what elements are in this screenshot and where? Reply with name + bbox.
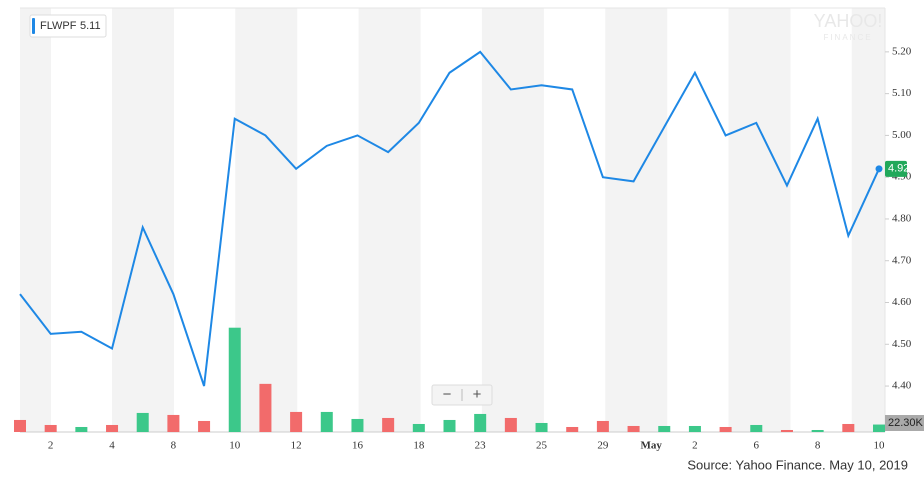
volume-bar <box>842 423 855 432</box>
x-tick-label: 2 <box>48 440 54 452</box>
background-bands <box>20 8 885 432</box>
volume-bar <box>351 418 364 432</box>
x-tick-label: 10 <box>874 440 886 452</box>
volume-bar <box>290 411 303 432</box>
volume-bar <box>719 426 732 432</box>
last-price-box <box>885 160 907 177</box>
source: Source: Yahoo Finance. May 10, 2019 <box>687 457 908 472</box>
band <box>358 8 421 432</box>
x-tick-label: 12 <box>291 440 302 452</box>
volume-bar <box>412 423 425 432</box>
volume-bar <box>259 383 272 432</box>
y-tick-label: 5.10 <box>892 87 912 99</box>
y-tick-label: 5.00 <box>892 129 912 141</box>
x-tick-label: 25 <box>536 440 548 452</box>
volume-bar <box>167 414 180 432</box>
x-tick-label: 2 <box>692 440 698 452</box>
x-tick-label: 4 <box>109 440 115 452</box>
band <box>481 8 544 432</box>
volume-bar <box>688 425 701 432</box>
legend-value: 5.11 <box>80 20 101 32</box>
volume-bar <box>474 413 487 432</box>
volume-bar <box>44 424 57 432</box>
y-tick-label: 5.20 <box>892 45 912 57</box>
last-volume-label: 22.30K <box>888 417 924 429</box>
zoom-out[interactable]: − <box>443 386 452 403</box>
legend: FLWPF 5.11 <box>29 14 107 38</box>
x-tick-label: May <box>641 440 663 452</box>
volume-bar <box>535 422 548 432</box>
x-tick-label: 10 <box>229 440 241 452</box>
volume-bar <box>14 419 26 432</box>
volume-bar <box>596 420 609 432</box>
band <box>235 8 298 432</box>
watermark: FINANCE <box>823 33 872 42</box>
x-tick-label: 29 <box>597 440 609 452</box>
zoom-in[interactable]: + <box>473 386 482 403</box>
band <box>851 8 885 432</box>
volume-bar <box>780 429 793 432</box>
last-point <box>875 165 883 173</box>
legend-name: FLWPF <box>40 20 77 32</box>
volume-bar <box>566 426 579 432</box>
y-tick-label: 4.70 <box>892 254 912 266</box>
volume-bar <box>658 425 671 432</box>
volume-bar <box>320 411 333 432</box>
volume-bar <box>504 417 517 432</box>
watermark: YAHOO! <box>814 11 883 31</box>
y-tick-label: 4.80 <box>892 212 912 224</box>
last-price-label: 4.92 <box>888 163 909 175</box>
band <box>728 8 791 432</box>
volume-bar <box>443 419 456 432</box>
price-line <box>19 50 880 387</box>
band <box>20 8 51 432</box>
volume-bar <box>75 426 88 432</box>
volume-bar <box>627 425 640 432</box>
zoom-controls: − + <box>431 384 493 406</box>
band <box>605 8 668 432</box>
volume-bar <box>106 424 119 432</box>
x-tick-label: 8 <box>171 440 177 452</box>
legend-box <box>29 14 107 38</box>
x-tick-label: 6 <box>754 440 760 452</box>
volume-bar <box>198 420 211 432</box>
x-tick-label: 23 <box>475 440 487 452</box>
volume-bar <box>750 424 763 432</box>
volume-bar <box>811 429 824 432</box>
legend-swatch <box>32 18 35 34</box>
volume-bar <box>382 417 395 432</box>
volume-bar <box>873 424 885 432</box>
last-volume-box <box>885 415 924 431</box>
x-tick-label: 16 <box>352 440 364 452</box>
y-tick-label: 4.50 <box>892 338 912 350</box>
volume-bar <box>136 412 149 432</box>
x-tick-label: 8 <box>815 440 821 452</box>
x-tick-label: 18 <box>413 440 425 452</box>
volume-bar <box>228 327 241 432</box>
y-tick-label: 4.60 <box>892 296 912 308</box>
band <box>112 8 174 432</box>
y-tick-label: 4.40 <box>892 380 912 392</box>
